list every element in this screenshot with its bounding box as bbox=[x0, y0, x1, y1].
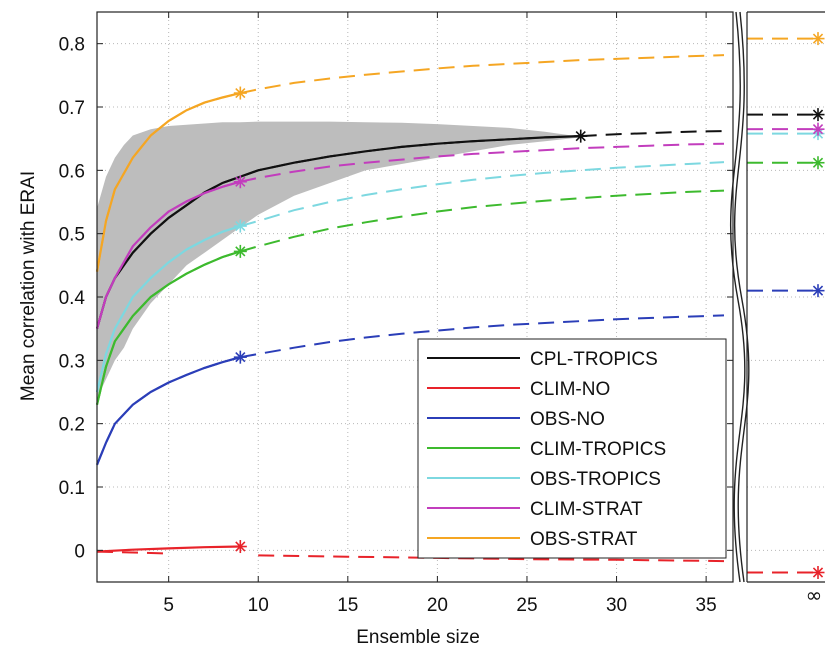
series-dashed-fit-early bbox=[96, 92, 241, 272]
x-tick-label: 5 bbox=[163, 595, 174, 616]
inf-star-marker bbox=[811, 122, 825, 136]
star-stroke bbox=[812, 124, 824, 135]
axis-break-mark bbox=[734, 11, 750, 583]
series-star-marker bbox=[233, 86, 247, 100]
infinity-tick-label: ∞ bbox=[806, 583, 823, 607]
y-tick-label: 0.8 bbox=[59, 35, 85, 56]
inf-star-marker bbox=[811, 284, 825, 298]
y-axis-title: Mean correlation with ERAI bbox=[18, 171, 39, 401]
legend-label: OBS-STRAT bbox=[530, 529, 638, 550]
legend-label: CPL-TROPICS bbox=[530, 349, 658, 370]
legend-label: CLIM-TROPICS bbox=[530, 439, 666, 460]
series-obs-strat bbox=[95, 54, 725, 272]
star-stroke bbox=[812, 33, 824, 44]
legend-label: OBS-TROPICS bbox=[530, 469, 661, 490]
y-tick-label: 0.2 bbox=[59, 415, 85, 436]
y-tick-label: 0.7 bbox=[59, 98, 85, 119]
series-star-marker bbox=[233, 219, 247, 233]
series-star-marker bbox=[574, 129, 588, 143]
tick-labels: 5 10 15 20 25 30 35 0 0.1 0.2 0.3 0.4 0.5 0.6 0.7 0.8 bbox=[59, 35, 717, 616]
series-dashed-fit bbox=[580, 130, 725, 138]
inf-star-marker bbox=[811, 32, 825, 46]
star-stroke bbox=[235, 220, 246, 232]
y-tick-label: 0 bbox=[74, 541, 85, 562]
infinity-panel-series bbox=[747, 32, 825, 579]
legend-label: OBS-NO bbox=[530, 409, 605, 430]
series-dashed-fit-early bbox=[96, 250, 241, 405]
series-clim-tropics bbox=[95, 189, 725, 405]
series-dashed-fit-early bbox=[96, 356, 241, 466]
series-dashed-fit bbox=[240, 54, 725, 95]
series-dashed-fit bbox=[258, 554, 725, 563]
series-dashed-fit-early bbox=[96, 135, 581, 329]
series-lines bbox=[95, 54, 725, 563]
series-star-marker bbox=[233, 175, 247, 189]
series-star-marker bbox=[233, 350, 247, 364]
star-stroke bbox=[812, 109, 824, 120]
x-tick-label: 25 bbox=[516, 595, 537, 616]
series-obs-tropics bbox=[95, 161, 725, 393]
shaded-band bbox=[97, 121, 581, 399]
legend-label: CLIM-STRAT bbox=[530, 499, 643, 520]
x-tick-label: 35 bbox=[696, 595, 717, 616]
inf-series-clim-strat bbox=[747, 122, 825, 136]
series-dashed-fit bbox=[240, 189, 725, 253]
series-star-marker bbox=[233, 540, 247, 554]
inf-series-obs-no bbox=[747, 284, 825, 298]
x-tick-label: 30 bbox=[606, 595, 627, 616]
star-stroke bbox=[235, 352, 246, 363]
inf-star-marker bbox=[811, 108, 825, 122]
series-star-marker bbox=[233, 244, 247, 258]
inf-series-cpl-tropics bbox=[747, 108, 825, 122]
inf-star-marker bbox=[811, 156, 825, 170]
series-clim-no bbox=[96, 540, 725, 563]
series-solid-line bbox=[96, 545, 241, 553]
series-dashed-fit-early bbox=[96, 225, 241, 393]
series-obs-no bbox=[95, 314, 725, 466]
inf-series-clim-no bbox=[747, 566, 825, 579]
series-dashed-fit bbox=[240, 314, 725, 359]
x-tick-label: 15 bbox=[337, 595, 358, 616]
x-axis-title: Ensemble size bbox=[356, 627, 480, 648]
axis-break-mark bbox=[730, 11, 746, 583]
grid bbox=[97, 12, 825, 582]
star-stroke bbox=[575, 131, 586, 142]
axes bbox=[96, 11, 825, 583]
confidence-band bbox=[97, 121, 581, 399]
y-tick-label: 0.6 bbox=[59, 161, 85, 182]
star-stroke bbox=[235, 246, 246, 257]
series-dashed-fit-early bbox=[96, 180, 241, 329]
x-tick-label: 20 bbox=[427, 595, 448, 616]
series-clim-strat bbox=[95, 142, 725, 330]
y-tick-label: 0.5 bbox=[59, 225, 85, 246]
star-stroke bbox=[235, 541, 246, 552]
star-stroke bbox=[812, 157, 824, 168]
series-dashed-fit-early bbox=[96, 550, 169, 555]
series-cpl-tropics bbox=[95, 129, 725, 330]
inf-series-obs-strat bbox=[747, 32, 825, 46]
inf-series-clim-tropics bbox=[747, 156, 825, 170]
star-stroke bbox=[235, 176, 246, 187]
star-stroke bbox=[235, 87, 246, 99]
y-tick-label: 0.4 bbox=[59, 288, 86, 309]
series-dashed-fit bbox=[240, 161, 725, 228]
series-dashed-fit bbox=[240, 142, 725, 183]
y-tick-label: 0.3 bbox=[59, 351, 85, 372]
x-tick-label: 10 bbox=[248, 595, 269, 616]
star-stroke bbox=[812, 567, 824, 578]
inf-star-marker bbox=[811, 566, 825, 579]
legend: CPL-TROPICS CLIM-NO OBS-NO CLIM-TROPICS OBS-… bbox=[417, 338, 727, 559]
legend-label: CLIM-NO bbox=[530, 379, 610, 400]
star-stroke bbox=[812, 285, 824, 296]
y-tick-label: 0.1 bbox=[59, 478, 85, 499]
